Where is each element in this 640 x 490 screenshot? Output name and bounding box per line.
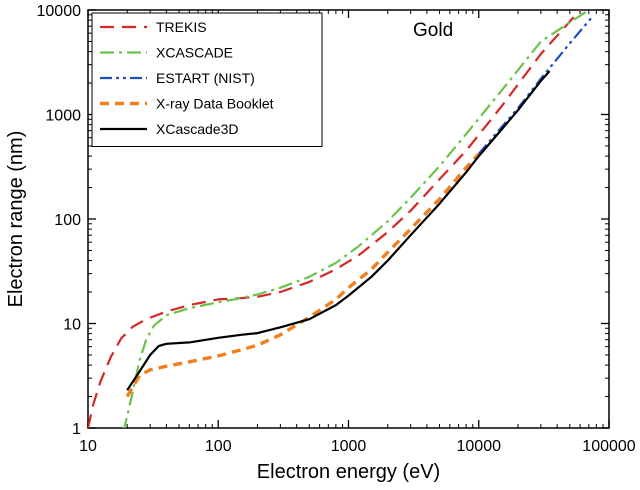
y-axis-label: Electron range (nm) bbox=[5, 131, 27, 308]
legend-label: TREKIS bbox=[156, 19, 207, 35]
y-tick-label: 1000 bbox=[45, 108, 81, 125]
x-tick-label: 1000 bbox=[331, 438, 367, 455]
series-line-2 bbox=[477, 15, 594, 155]
y-tick-label: 10 bbox=[63, 317, 81, 334]
x-axis-label: Electron energy (eV) bbox=[257, 461, 440, 483]
y-tick-label: 1 bbox=[72, 421, 81, 438]
series-layer bbox=[88, 10, 594, 428]
series-line-4 bbox=[126, 70, 551, 391]
y-tick-label: 100 bbox=[54, 212, 81, 229]
legend-box bbox=[91, 12, 323, 147]
y-tick-label: 10000 bbox=[37, 3, 82, 20]
series-line-0 bbox=[88, 10, 581, 428]
legend-label: X-ray Data Booklet bbox=[156, 96, 274, 112]
x-tick-label: 10000 bbox=[457, 438, 502, 455]
x-tick-label: 100 bbox=[205, 438, 232, 455]
legend-label: XCASCADE bbox=[156, 45, 233, 61]
series-line-3 bbox=[125, 152, 481, 398]
annotation-gold: Gold bbox=[413, 20, 453, 41]
legend: TREKIS XCASCADE ESTART (NIST) X-ray Data Bo… bbox=[91, 12, 323, 147]
series-line-1 bbox=[122, 10, 590, 428]
x-tick-label: 100000 bbox=[582, 438, 635, 455]
legend-label: XCascade3D bbox=[156, 121, 239, 137]
x-tick-label: 10 bbox=[79, 438, 97, 455]
legend-label: ESTART (NIST) bbox=[156, 70, 255, 86]
